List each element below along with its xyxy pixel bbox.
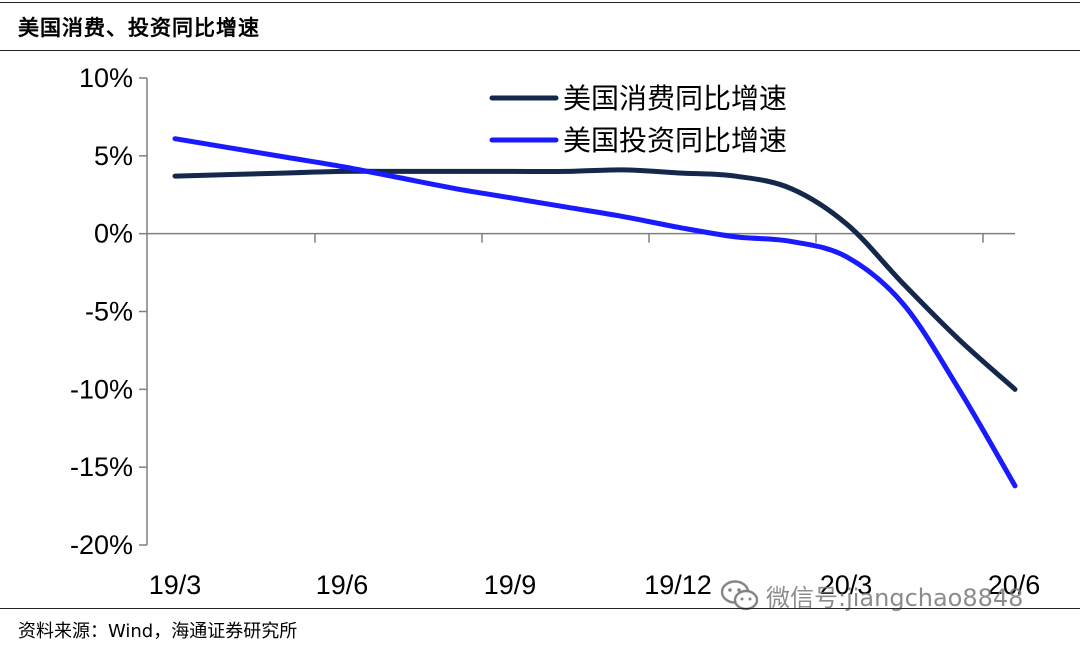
y-tick-label: 0% <box>94 219 133 249</box>
chart-title: 美国消费、投资同比增速 <box>18 15 260 40</box>
top-rule <box>0 2 1080 3</box>
investment-line <box>172 136 1018 489</box>
x-tick-label: 20/6 <box>988 570 1041 600</box>
footer-rule <box>0 608 1080 609</box>
y-axis-ticks: 10% 5% 0% -5% -10% -15% -20% <box>70 63 147 560</box>
header-rule <box>0 50 1080 51</box>
x-tick-label: 20/3 <box>820 570 873 600</box>
wechat-icon <box>720 579 759 610</box>
y-tick-label: -15% <box>70 452 133 482</box>
y-tick-label: 5% <box>94 141 133 171</box>
watermark: 微信号:jiangchao8848 <box>720 578 1023 613</box>
line-chart: 10% 5% 0% -5% -10% -15% -20% 19/3 19/6 19/9 19/12… <box>70 63 1041 600</box>
watermark-text: 微信号:jiangchao8848 <box>766 584 1024 612</box>
series-lines <box>172 136 1018 489</box>
y-tick-label: -20% <box>70 530 133 560</box>
legend-label: 美国投资同比增速 <box>563 124 787 157</box>
consumption-line <box>172 167 1018 392</box>
x-axis-ticks: 19/3 19/6 19/9 19/12 20/3 20/6 <box>149 233 1041 600</box>
source-note: 资料来源：Wind，海通证券研究所 <box>18 621 298 642</box>
x-tick-label: 19/6 <box>316 570 369 600</box>
y-tick-label: -10% <box>70 374 133 404</box>
x-tick-label: 19/3 <box>149 570 202 600</box>
y-tick-label: 10% <box>79 63 133 93</box>
y-tick-label: -5% <box>85 297 133 327</box>
x-tick-label: 19/9 <box>484 570 537 600</box>
x-tick-label: 19/12 <box>644 570 712 600</box>
legend-label: 美国消费同比增速 <box>563 82 787 115</box>
